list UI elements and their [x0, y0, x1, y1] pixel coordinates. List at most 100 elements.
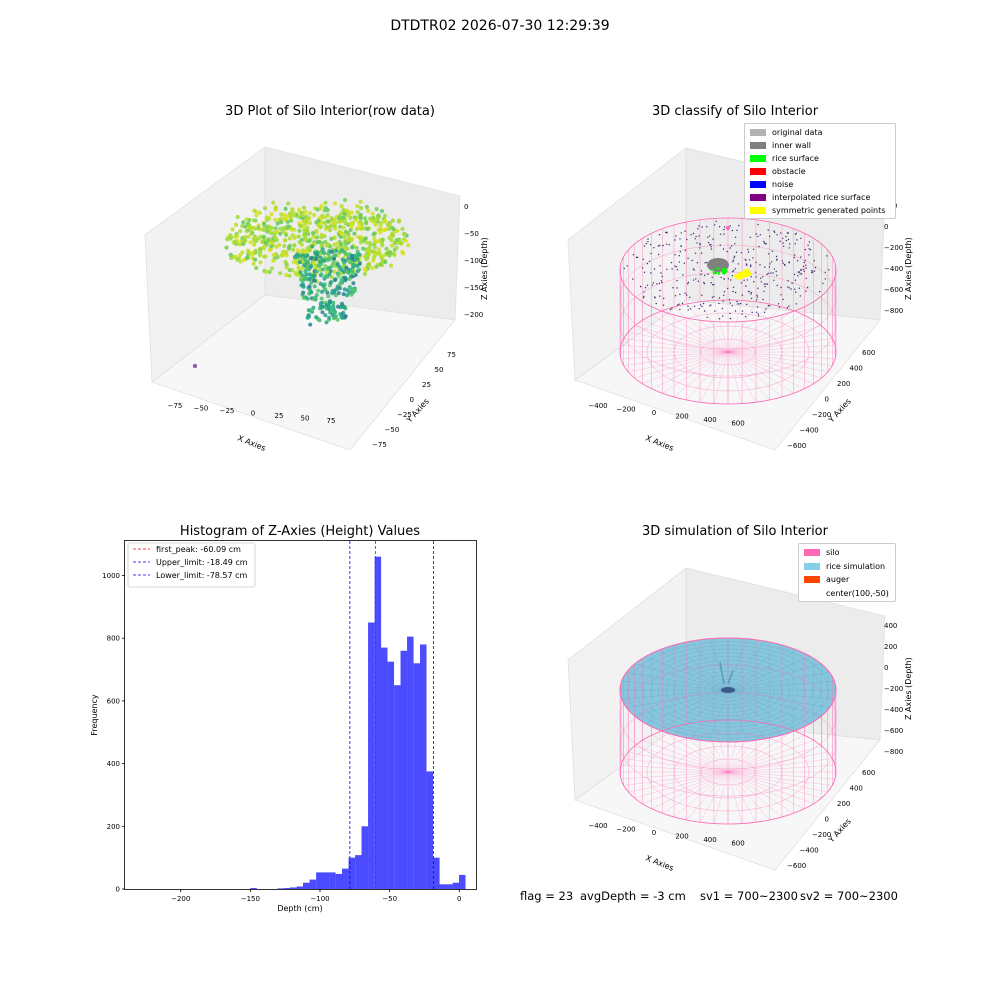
raw-point — [357, 267, 362, 272]
legend-swatch — [750, 207, 766, 214]
interpolated-surface-point — [659, 244, 661, 247]
interpolated-surface-point — [756, 299, 758, 301]
interpolated-surface-point — [680, 245, 682, 247]
interpolated-surface-point — [800, 268, 802, 271]
interpolated-surface-point — [707, 236, 709, 238]
raw-point — [319, 232, 324, 237]
interpolated-surface-point — [785, 239, 788, 242]
raw-point — [347, 285, 352, 289]
interpolated-surface-point — [762, 298, 764, 301]
interpolated-surface-point — [674, 295, 677, 297]
classify-legend-item: interpolated rice surface — [745, 191, 895, 204]
interpolated-surface-point — [763, 242, 766, 244]
raw-point — [298, 270, 303, 275]
raw-point — [305, 259, 310, 264]
raw-point — [336, 304, 340, 309]
interpolated-surface-point — [766, 273, 768, 275]
interpolated-surface-point — [653, 268, 656, 270]
figure-title: DTDTR02 2026-07-30 12:29:39 — [390, 18, 610, 34]
interpolated-surface-point — [690, 234, 692, 236]
interpolated-surface-point — [813, 260, 815, 262]
interpolated-surface-point — [692, 268, 695, 270]
interpolated-surface-point — [689, 308, 692, 310]
interpolated-surface-point — [676, 269, 679, 271]
x-tick: −200 — [616, 406, 635, 414]
histogram-bar — [290, 887, 297, 889]
interpolated-surface-point — [814, 266, 817, 269]
y-tick: 400 — [850, 365, 863, 373]
raw-point — [312, 284, 317, 289]
rice-mesh-spoke — [626, 689, 729, 708]
interpolated-surface-point — [763, 283, 766, 285]
rice-mesh-spoke — [709, 638, 729, 691]
interpolated-surface-point — [760, 277, 762, 279]
raw-point — [341, 292, 346, 297]
histogram-bar — [250, 888, 257, 889]
interpolated-surface-point — [824, 278, 826, 280]
interpolated-surface-point — [773, 279, 775, 281]
raw-point — [332, 288, 337, 293]
raw-point — [321, 258, 326, 263]
interpolated-surface-point — [746, 279, 749, 281]
auger-pit — [721, 687, 735, 693]
raw-point — [253, 257, 258, 262]
interpolated-surface-point — [757, 315, 760, 317]
raw-point — [244, 217, 249, 222]
interpolated-surface-point — [796, 239, 798, 241]
raw-point — [295, 252, 300, 257]
classify-legend-item: original data — [745, 126, 895, 139]
raw-plot-title: 3D Plot of Silo Interior(row data) — [225, 104, 435, 119]
raw-point — [247, 250, 252, 255]
raw-point — [372, 236, 377, 241]
raw-point — [272, 231, 277, 236]
raw-point — [271, 252, 276, 258]
raw-point — [307, 238, 312, 244]
raw-point — [283, 259, 288, 265]
raw-point — [368, 243, 373, 248]
raw-point — [358, 206, 364, 211]
raw-point — [252, 208, 257, 213]
interpolated-surface-point — [755, 261, 757, 264]
raw-point — [240, 250, 245, 255]
interpolated-surface-point — [697, 280, 700, 282]
z-tick: −200 — [884, 244, 903, 252]
interpolated-surface-point — [657, 253, 660, 256]
raw-point — [379, 208, 385, 214]
interpolated-surface-point — [684, 292, 686, 294]
interpolated-surface-point — [767, 272, 769, 274]
raw-point — [376, 213, 381, 218]
raw-point — [318, 255, 323, 260]
raw-point — [299, 277, 304, 282]
interpolated-surface-point — [678, 261, 680, 263]
interpolated-surface-point — [757, 223, 759, 226]
interpolated-surface-point — [755, 271, 757, 273]
raw-point — [246, 234, 251, 239]
interpolated-surface-point — [738, 224, 740, 227]
raw-point — [346, 256, 351, 261]
interpolated-surface-point — [672, 287, 674, 289]
raw-point — [370, 249, 375, 254]
rice-mesh-spoke — [673, 689, 729, 736]
silo-top-rim — [619, 217, 837, 323]
raw-point — [321, 283, 326, 288]
interpolated-surface-point — [661, 281, 663, 284]
interpolated-surface-point — [826, 255, 828, 257]
interpolated-surface-point — [654, 297, 656, 299]
raw-point — [251, 250, 256, 255]
raw-point — [362, 266, 367, 271]
raw-point — [235, 234, 240, 239]
raw-point — [306, 313, 311, 318]
interpolated-surface-point — [728, 299, 731, 301]
raw-point — [359, 226, 364, 231]
rice-mesh-spoke — [727, 689, 783, 736]
interpolated-surface-point — [693, 305, 696, 307]
raw-point — [238, 229, 243, 234]
interpolated-surface-point — [747, 248, 749, 251]
y-tick: 0 — [825, 816, 829, 824]
raw-point — [297, 240, 302, 245]
raw-point — [329, 249, 334, 254]
interpolated-surface-point — [701, 294, 703, 296]
simulation-legend-item: silo — [799, 546, 895, 560]
raw-point — [340, 301, 344, 306]
raw-point — [318, 281, 323, 286]
